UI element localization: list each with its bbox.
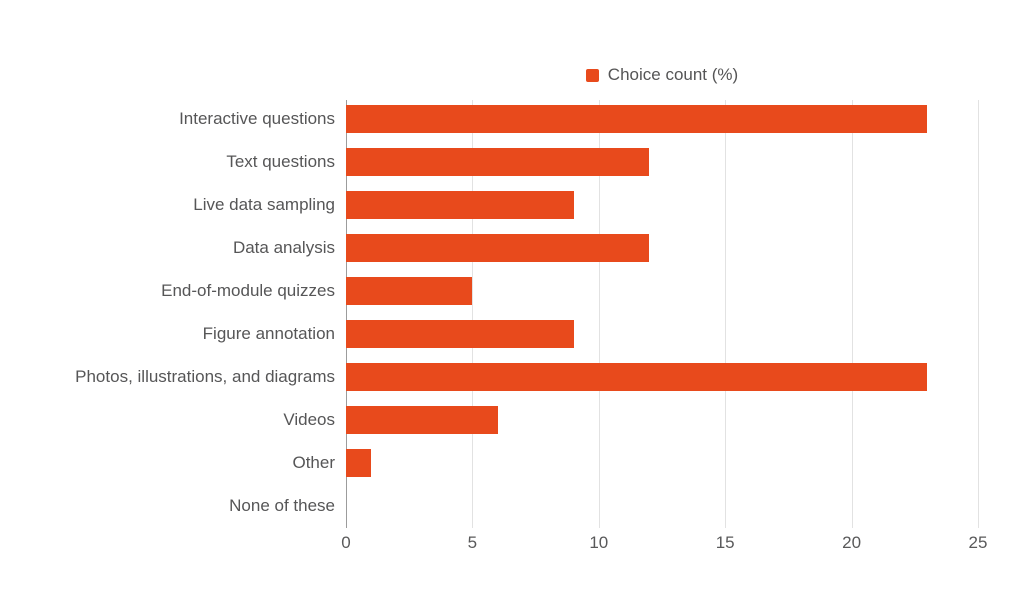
x-tick-label-0: 0 xyxy=(341,533,351,552)
category-label: Other xyxy=(292,453,335,472)
chart-legend: Choice count (%) xyxy=(346,64,978,86)
legend-label: Choice count (%) xyxy=(607,65,739,84)
legend-color-swatch xyxy=(585,68,599,82)
category-label: Live data sampling xyxy=(193,195,335,214)
plot-area xyxy=(346,97,979,528)
bar xyxy=(346,405,498,434)
x-tick-label-20: 20 xyxy=(842,533,862,552)
x-tick-label-15: 15 xyxy=(715,533,735,552)
category-label: None of these xyxy=(229,496,335,515)
category-label: Photos, illustrations, and diagrams xyxy=(75,367,335,386)
gridline-25 xyxy=(978,100,979,528)
category-label: Interactive questions xyxy=(179,109,335,128)
bar xyxy=(346,319,574,348)
gridline-15 xyxy=(725,100,727,528)
bar xyxy=(346,276,473,305)
category-label: End-of-module quizzes xyxy=(161,281,335,300)
category-label: Data analysis xyxy=(232,238,335,257)
x-tick-label-10: 10 xyxy=(589,533,609,552)
category-label: Text questions xyxy=(226,152,335,171)
bar xyxy=(346,104,928,133)
bar xyxy=(346,147,650,176)
bar xyxy=(346,362,928,391)
zero-axis-line xyxy=(346,100,347,528)
x-tick-label-5: 5 xyxy=(467,533,478,552)
x-tick-label-25: 25 xyxy=(968,533,988,552)
x-axis-tick-labels: 0 5 10 15 20 25 xyxy=(0,533,1024,555)
category-label: Videos xyxy=(283,410,335,429)
gridline-10 xyxy=(598,100,600,528)
bar xyxy=(346,233,650,262)
gridline-20 xyxy=(851,100,853,528)
bar xyxy=(346,190,574,219)
category-label: Figure annotation xyxy=(202,324,335,343)
bar xyxy=(346,448,372,477)
gridline-5 xyxy=(472,100,474,528)
